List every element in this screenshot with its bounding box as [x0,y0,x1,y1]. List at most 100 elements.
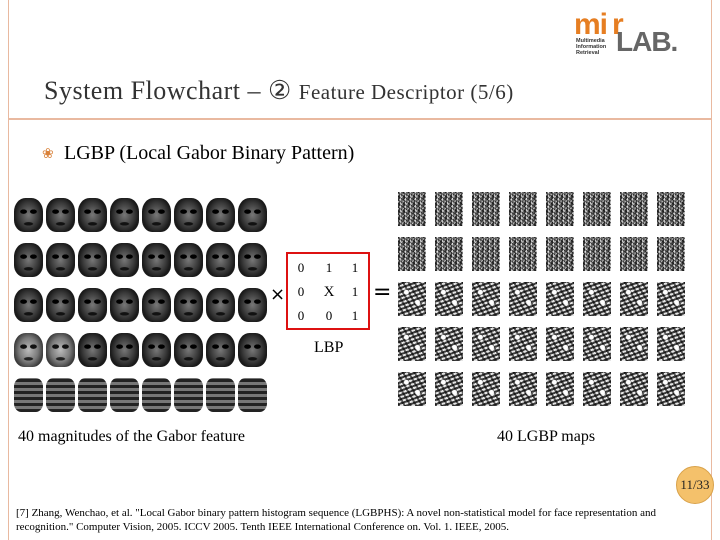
gabor-magnitude-image [14,333,43,367]
lgbp-map-image [435,192,463,226]
lgbp-map-image [657,192,685,226]
lgbp-map-image [620,192,648,226]
lgbp-map-image [472,372,500,406]
multiply-symbol: × [270,284,286,305]
lgbp-map-image [657,282,685,316]
lbp-cell: 0 [297,308,305,323]
gabor-magnitude-image [206,243,235,277]
lgbp-map-image [435,282,463,316]
lgbp-map-image [657,327,685,361]
lgbp-map-image [620,327,648,361]
lgbp-map-image [435,327,463,361]
logo-mi: mi [574,8,608,41]
lgbp-map-image [546,327,574,361]
gabor-magnitude-image [238,288,267,322]
gabor-magnitude-image [110,198,139,232]
lbp-cell: 0 [325,308,333,323]
lgbp-map-image [509,237,537,271]
gabor-magnitude-image [14,198,43,232]
lgbp-map-grid [398,192,685,406]
lgbp-map-image [509,327,537,361]
gabor-magnitude-image [46,198,75,232]
lbp-operator-table: 0 1 1 0 X 1 0 0 1 [286,252,370,330]
gabor-magnitude-image [174,333,203,367]
gabor-magnitude-image [14,378,43,412]
gabor-magnitude-image [174,198,203,232]
gabor-magnitude-image [174,288,203,322]
gabor-magnitude-image [142,243,171,277]
lgbp-map-image [472,237,500,271]
gabor-magnitude-image [46,243,75,277]
gabor-magnitude-image [78,288,107,322]
slide-title-main: System Flowchart – ② [44,76,292,105]
lgbp-map-image [546,192,574,226]
logo-line: Multimedia [576,38,605,44]
gabor-magnitude-image [238,378,267,412]
gabor-magnitude-image [110,333,139,367]
lgbp-map-image [620,237,648,271]
slide-title-sub: Feature Descriptor (5/6) [298,80,514,104]
gabor-magnitude-image [78,333,107,367]
lbp-cell: 1 [351,260,359,275]
lgbp-map-image [620,372,648,406]
gabor-magnitude-image [142,378,171,412]
lgbp-map-image [509,372,537,406]
gabor-magnitude-image [206,378,235,412]
lgbp-map-image [435,372,463,406]
lgbp-map-image [583,327,611,361]
lgbp-map-image [546,372,574,406]
gabor-magnitude-grid [14,198,267,412]
lgbp-map-image [546,237,574,271]
slide-frame-left [8,0,9,540]
gabor-magnitude-image [206,198,235,232]
lbp-cell: 0 [297,260,305,275]
gabor-magnitude-image [142,333,171,367]
lgbp-map-image [509,282,537,316]
gabor-magnitude-image [46,333,75,367]
lgbp-map-image [620,282,648,316]
gabor-magnitude-image [206,288,235,322]
gabor-magnitude-image [110,243,139,277]
lgbp-map-image [398,192,426,226]
equals-symbol: = [373,280,392,305]
lgbp-map-image [435,237,463,271]
mirlab-logo: mi r Multimedia Information Retrieval LA… [574,8,678,57]
gabor-magnitude-image [14,243,43,277]
logo-r: r [612,8,624,41]
slide-title: System Flowchart – ② Feature Descriptor … [44,76,514,106]
gabor-magnitude-image [14,288,43,322]
lbp-cell: 1 [351,308,359,323]
magnitudes-caption: 40 magnitudes of the Gabor feature [18,428,246,445]
gabor-magnitude-image [78,198,107,232]
title-underline [8,118,712,120]
lbp-center-cell: X [323,284,335,300]
lgbp-caption: 40 LGBP maps [497,428,596,445]
gabor-magnitude-image [110,378,139,412]
lbp-cell: 1 [325,260,333,275]
lgbp-map-image [657,372,685,406]
gabor-magnitude-image [206,333,235,367]
gabor-magnitude-image [78,378,107,412]
gabor-magnitude-image [142,288,171,322]
gabor-magnitude-image [78,243,107,277]
lbp-cell: 0 [297,284,305,299]
lgbp-map-image [398,372,426,406]
gabor-magnitude-image [142,198,171,232]
logo-lab: LAB. [616,26,678,57]
lgbp-map-image [546,282,574,316]
lgbp-map-image [509,192,537,226]
lgbp-map-image [583,237,611,271]
lgbp-map-image [657,237,685,271]
lgbp-map-image [472,192,500,226]
lgbp-map-image [472,327,500,361]
lgbp-map-image [398,237,426,271]
bullet-icon: ❀ [42,147,54,162]
lbp-cell: 1 [351,284,359,299]
gabor-magnitude-image [174,243,203,277]
page-number-badge: 11/33 [676,466,714,504]
lgbp-map-image [583,192,611,226]
reference-citation: [7] Zhang, Wenchao, et al. "Local Gabor … [16,507,656,533]
gabor-magnitude-image [238,198,267,232]
lbp-label: LBP [314,339,344,356]
gabor-magnitude-image [238,333,267,367]
